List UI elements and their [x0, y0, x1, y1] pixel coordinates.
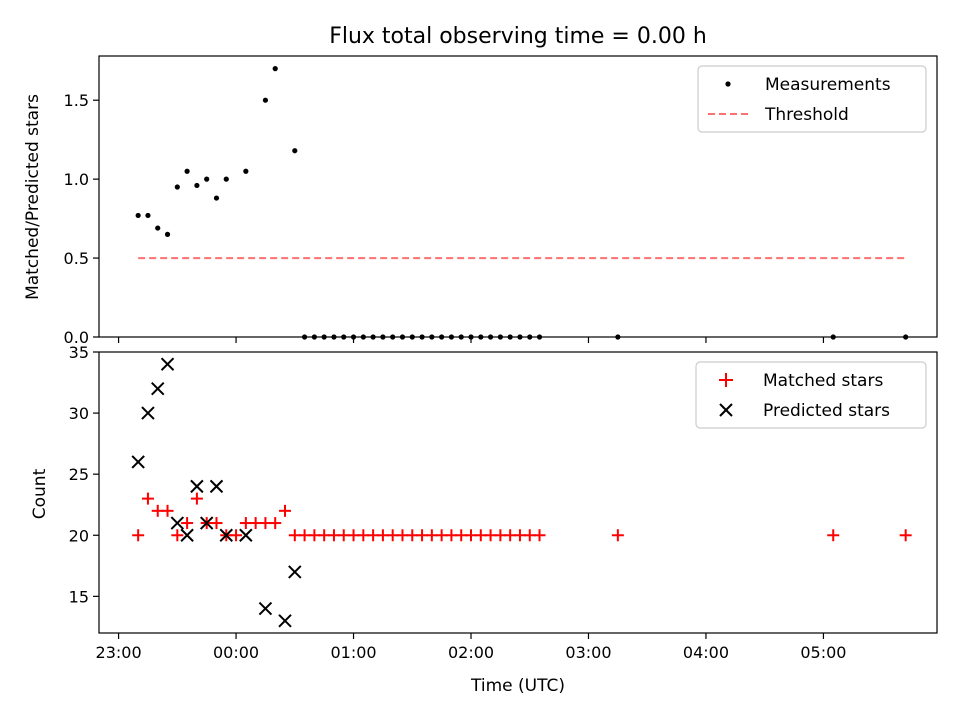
predicted-star-point	[131, 455, 145, 469]
measurement-point	[204, 176, 210, 182]
y-tick-label: 25	[69, 465, 89, 484]
measurement-point	[164, 231, 171, 237]
measurement-point	[155, 225, 161, 231]
bottom-y-ticks: 15 20 25 30 35	[69, 343, 99, 606]
measurement-point	[262, 97, 269, 103]
legend-measurements-marker	[725, 81, 731, 87]
matched-star-point	[181, 517, 194, 530]
measurement-point	[174, 184, 180, 190]
bottom-axes: 15 20 25 30 35 23:00 00:00 01:00 02:00 03:00 04:0…	[30, 343, 938, 696]
x-tick-label: 05:00	[800, 643, 846, 662]
chart-title: Flux total observing time = 0.00 h	[329, 24, 707, 49]
y-tick-label: 30	[69, 404, 89, 423]
x-tick-label: 04:00	[683, 643, 729, 662]
legend-matched-label: Matched stars	[763, 371, 883, 391]
matched-star-point	[533, 529, 546, 542]
matched-star-point	[161, 504, 174, 517]
top-legend-frame	[697, 65, 927, 133]
measurement-point	[145, 212, 151, 219]
x-tick-label: 00:00	[213, 643, 259, 662]
measurement-point	[184, 168, 190, 174]
matched-star-point	[827, 529, 840, 542]
predicted-star-point	[160, 357, 175, 371]
matched-star-point	[210, 517, 223, 530]
measurement-point	[213, 195, 220, 201]
x-tick-label: 02:00	[448, 643, 494, 662]
top-x-ticks	[117, 337, 825, 343]
bottom-legend-frame	[695, 361, 927, 429]
measurement-point	[194, 182, 200, 189]
predicted-star-point	[278, 614, 292, 628]
y-tick-label: 1.5	[64, 91, 89, 110]
top-axes-frame	[98, 55, 938, 338]
top-plot-area	[135, 66, 909, 340]
bottom-x-axis-label: Time (UTC)	[470, 676, 565, 696]
x-tick-label: 03:00	[565, 643, 611, 662]
bottom-plot-area	[131, 357, 912, 628]
matched-star-point	[611, 529, 624, 542]
top-y-ticks: 0.0 0.5 1.0 1.5	[64, 91, 99, 347]
predicted-star-point	[141, 406, 155, 420]
legend-predicted-label: Predicted stars	[763, 401, 890, 421]
bottom-axes-frame	[98, 351, 938, 634]
legend-measurements-label: Measurements	[765, 75, 891, 95]
y-tick-label: 0.0	[64, 328, 89, 347]
matched-star-point	[132, 529, 145, 542]
top-y-axis-label: Matched/Predicted stars	[23, 94, 43, 300]
measurement-point	[292, 148, 298, 154]
x-tick-label: 01:00	[330, 643, 376, 662]
top-axes: 0.0 0.5 1.0 1.5 Matched/Predicted stars Mea…	[23, 55, 938, 347]
measurement-point	[135, 212, 141, 219]
legend-predicted-marker	[719, 403, 733, 417]
y-tick-label: 15	[69, 587, 89, 606]
x-tick-label: 23:00	[96, 643, 142, 662]
predicted-star-point	[258, 601, 273, 616]
legend-matched-marker	[719, 373, 733, 387]
bottom-x-ticks: 23:00 00:00 01:00 02:00 03:00 04:00 05:00	[96, 633, 846, 662]
predicted-star-point	[288, 565, 302, 579]
measurement-point	[223, 176, 229, 182]
matched-star-point	[141, 492, 154, 505]
top-legend: Measurements Threshold	[697, 65, 927, 133]
bottom-legend: Matched stars Predicted stars	[695, 361, 927, 429]
predicted-star-point	[180, 528, 194, 542]
measurement-point	[272, 66, 278, 72]
y-tick-label: 1.0	[64, 170, 89, 189]
bottom-y-axis-label: Count	[30, 468, 50, 519]
matched-star-point	[899, 529, 912, 542]
y-tick-label: 20	[69, 526, 89, 545]
y-tick-label: 0.5	[64, 249, 89, 268]
measurement-point	[243, 168, 249, 174]
predicted-star-point	[199, 516, 214, 530]
y-tick-label: 35	[69, 343, 89, 362]
matched-star-point	[279, 504, 292, 517]
predicted-star-point	[239, 528, 253, 542]
legend-threshold-label: Threshold	[764, 105, 849, 125]
predicted-star-point	[209, 479, 224, 494]
predicted-star-point	[190, 479, 204, 494]
predicted-star-point	[151, 381, 165, 396]
matched-star-point	[230, 529, 243, 542]
predicted-star-point	[219, 528, 233, 542]
matched-star-point	[171, 529, 184, 542]
matched-star-point	[190, 492, 203, 505]
matched-star-point	[269, 517, 282, 530]
predicted-star-point	[170, 516, 185, 530]
